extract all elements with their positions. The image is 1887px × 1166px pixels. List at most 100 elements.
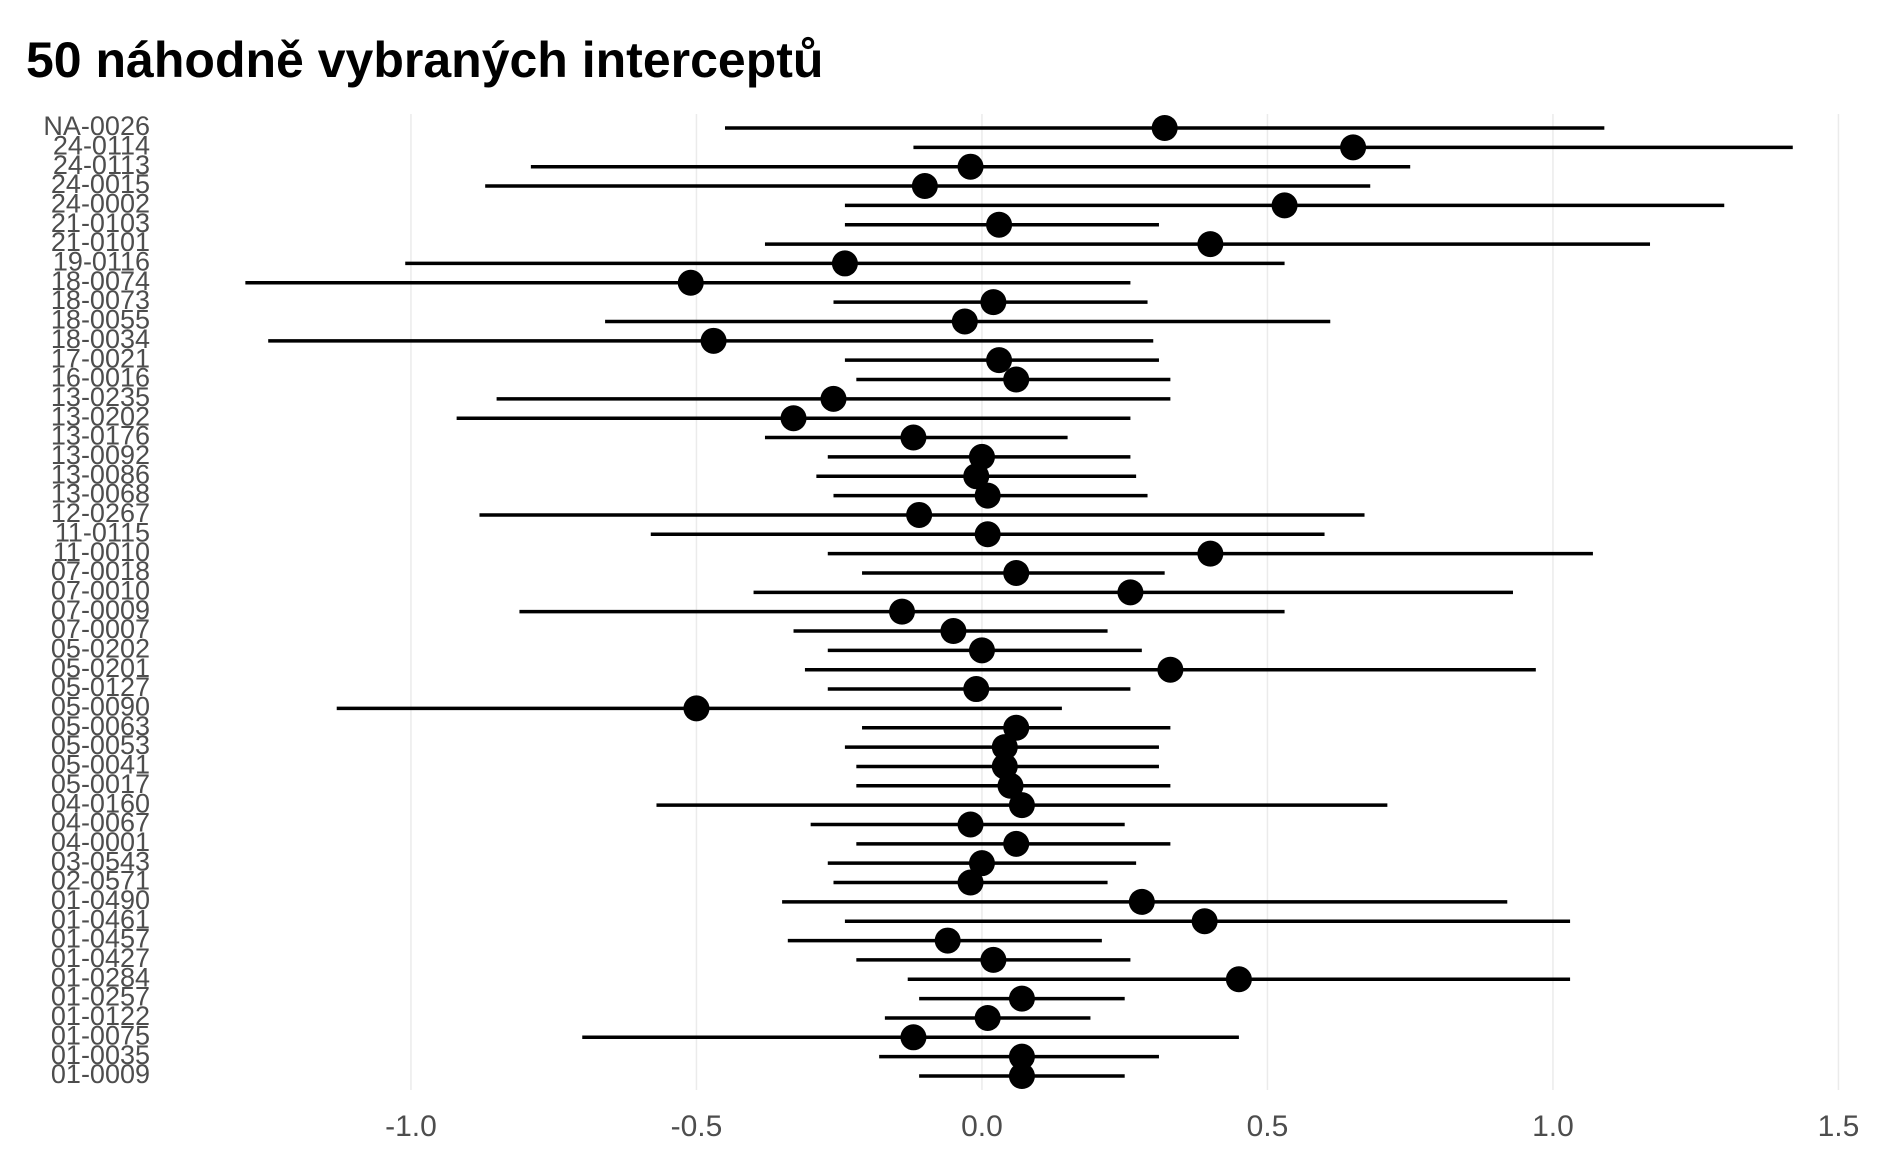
y-tick-label: 19-0116 — [53, 247, 150, 277]
point — [980, 946, 1007, 973]
y-tick-label: 13-0068 — [51, 479, 150, 509]
y-tick-label: 01-0490 — [51, 885, 150, 915]
y-tick-label: 05-0201 — [51, 653, 150, 683]
point — [974, 482, 1001, 509]
point — [1225, 966, 1252, 993]
point — [1003, 830, 1030, 857]
point — [974, 1004, 1001, 1031]
x-tick-label: -0.5 — [671, 1110, 723, 1143]
y-tick-label: 11-0115 — [55, 517, 150, 547]
x-tick-label: 0.5 — [1247, 1110, 1289, 1143]
y-tick-label: 05-0041 — [51, 750, 150, 780]
y-tick-label: 07-0018 — [51, 556, 150, 586]
y-tick-label: 02-0571 — [51, 866, 150, 896]
y-tick-label: 21-0103 — [51, 208, 150, 238]
point — [986, 347, 1013, 374]
point — [957, 811, 984, 838]
point — [951, 308, 978, 335]
y-tick-label: 01-0075 — [51, 1020, 150, 1050]
y-tick-label: 05-0053 — [51, 730, 150, 760]
point — [968, 850, 995, 877]
point — [900, 424, 927, 451]
point — [889, 598, 916, 625]
y-tick-label: 13-0086 — [51, 459, 150, 489]
point — [980, 289, 1007, 316]
point — [1008, 1063, 1035, 1089]
y-tick-label: 01-0122 — [51, 1001, 150, 1031]
point — [906, 501, 933, 528]
point — [940, 618, 967, 645]
point — [831, 250, 858, 277]
y-tick-label: 13-0092 — [51, 440, 150, 470]
point — [1197, 231, 1224, 258]
y-tick-label: 13-0235 — [51, 382, 150, 412]
point — [1191, 908, 1218, 935]
y-tick-label: 01-0284 — [51, 962, 150, 992]
point — [1008, 985, 1035, 1012]
point — [934, 927, 961, 954]
y-tick-label: 04-0067 — [51, 808, 150, 838]
y-tick-label: 01-0457 — [51, 924, 150, 954]
y-tick-label: 12-0267 — [51, 498, 150, 528]
y-tick-label: 13-0176 — [51, 421, 150, 451]
point — [997, 772, 1024, 799]
y-tick-label: 01-0427 — [51, 943, 150, 973]
x-tick-label: -1.0 — [385, 1110, 437, 1143]
point — [1271, 192, 1298, 219]
point — [1157, 656, 1184, 683]
y-tick-label: 16-0016 — [51, 363, 150, 393]
y-tick-label: 07-0007 — [51, 614, 150, 644]
y-tick-label: 24-0113 — [53, 150, 150, 180]
point — [1003, 366, 1030, 393]
y-tick-label: 18-0073 — [51, 285, 150, 315]
point — [1117, 579, 1144, 606]
y-tick-label: 05-0090 — [51, 692, 150, 722]
point — [974, 521, 1001, 548]
point — [1340, 134, 1367, 161]
y-tick-label: 05-0063 — [51, 711, 150, 741]
y-tick-label: 05-0127 — [51, 672, 150, 702]
point — [1197, 540, 1224, 567]
y-tick-label: 18-0055 — [51, 305, 150, 335]
point — [968, 637, 995, 664]
point — [820, 385, 847, 412]
x-tick-label: 1.0 — [1532, 1110, 1574, 1143]
y-tick-label: 05-0017 — [51, 769, 150, 799]
y-tick-label: 01-0461 — [51, 904, 150, 934]
point — [1151, 115, 1178, 141]
y-tick-label: 18-0034 — [51, 324, 150, 354]
point — [1008, 792, 1035, 819]
y-tick-label: 24-0002 — [51, 189, 150, 219]
point — [1008, 1043, 1035, 1070]
point — [986, 211, 1013, 238]
y-tick-label: 24-0015 — [51, 169, 150, 199]
y-tick-label: 07-0010 — [51, 575, 150, 605]
point — [677, 269, 704, 296]
point — [911, 173, 938, 200]
point — [1003, 559, 1030, 586]
point — [963, 463, 990, 490]
y-tick-label: 17-0021 — [51, 343, 150, 373]
chart-title: 50 náhodně vybraných interceptů — [26, 32, 823, 88]
point — [1003, 714, 1030, 741]
y-tick-label: 24-0114 — [53, 130, 150, 160]
y-tick-label: 01-0009 — [51, 1059, 150, 1089]
point — [1128, 888, 1155, 915]
y-tick-label: 13-0202 — [51, 401, 150, 431]
y-tick-label: 03-0543 — [51, 846, 150, 876]
x-tick-label: 1.5 — [1818, 1110, 1860, 1143]
y-tick-label: 01-0035 — [51, 1040, 150, 1070]
y-tick-label: NA-0026 — [43, 111, 150, 141]
y-tick-label: 01-0257 — [51, 982, 150, 1012]
point — [957, 153, 984, 180]
point — [683, 695, 710, 722]
y-tick-label: 18-0074 — [51, 266, 150, 296]
y-tick-label: 04-0001 — [51, 827, 150, 857]
y-tick-label: 21-0101 — [51, 227, 150, 257]
point — [991, 734, 1018, 761]
point — [700, 327, 727, 354]
point — [957, 869, 984, 896]
y-tick-label: 07-0009 — [51, 595, 150, 625]
point — [900, 1024, 927, 1051]
